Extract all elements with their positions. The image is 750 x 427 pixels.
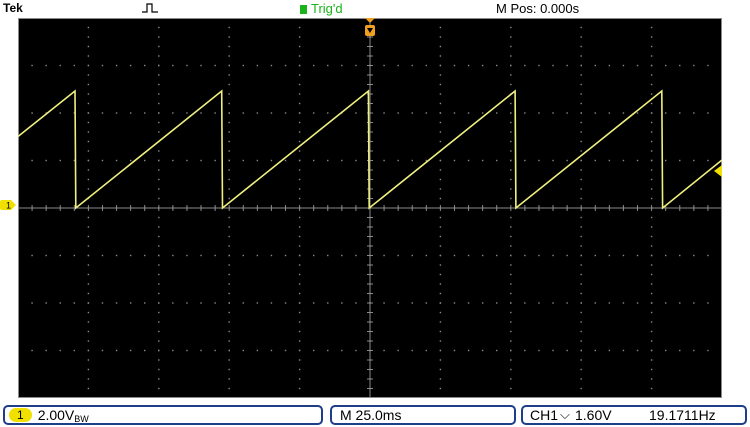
trigger-status: Trig'd bbox=[300, 1, 343, 16]
volts-per-div: 2.00V bbox=[37, 407, 75, 423]
brand-label: Tek bbox=[3, 1, 23, 15]
trigger-level: 1.60V bbox=[575, 407, 612, 423]
graticule-and-trace bbox=[18, 18, 722, 398]
trigger-slope-icon: ⌵ bbox=[560, 407, 570, 422]
channel-1-trace bbox=[18, 89, 722, 210]
horizontal-position: M Pos: 0.000s bbox=[496, 1, 580, 16]
timebase-readout[interactable]: M 25.0ms bbox=[330, 405, 516, 425]
trigger-position-glyph bbox=[367, 28, 373, 33]
top-status-bar: Tek Trig'd M Pos: 0.000s bbox=[0, 0, 750, 18]
trigger-level-marker bbox=[714, 165, 722, 177]
channel-1-ground-marker[interactable]: 1 bbox=[0, 198, 17, 211]
trigger-led-icon bbox=[300, 5, 307, 14]
channel-1-marker-label: 1 bbox=[6, 201, 11, 211]
timebase-value: M 25.0ms bbox=[340, 407, 402, 423]
channel-1-readout[interactable]: 1 2.00VBW bbox=[3, 405, 323, 425]
trigger-readout[interactable]: CH1 ⌵ 1.60V 19.1711Hz bbox=[521, 405, 747, 425]
trigger-status-text: Trig'd bbox=[311, 1, 343, 16]
channel-1-badge: 1 bbox=[9, 408, 32, 422]
frequency-readout: 19.1711Hz bbox=[649, 407, 716, 423]
pulse-icon bbox=[142, 2, 158, 17]
trigger-position-marker bbox=[365, 18, 375, 23]
trigger-source: CH1 bbox=[530, 407, 559, 423]
display-markers bbox=[365, 18, 722, 177]
waveform-display bbox=[18, 18, 722, 398]
bandwidth-limit-icon: BW bbox=[74, 414, 89, 424]
